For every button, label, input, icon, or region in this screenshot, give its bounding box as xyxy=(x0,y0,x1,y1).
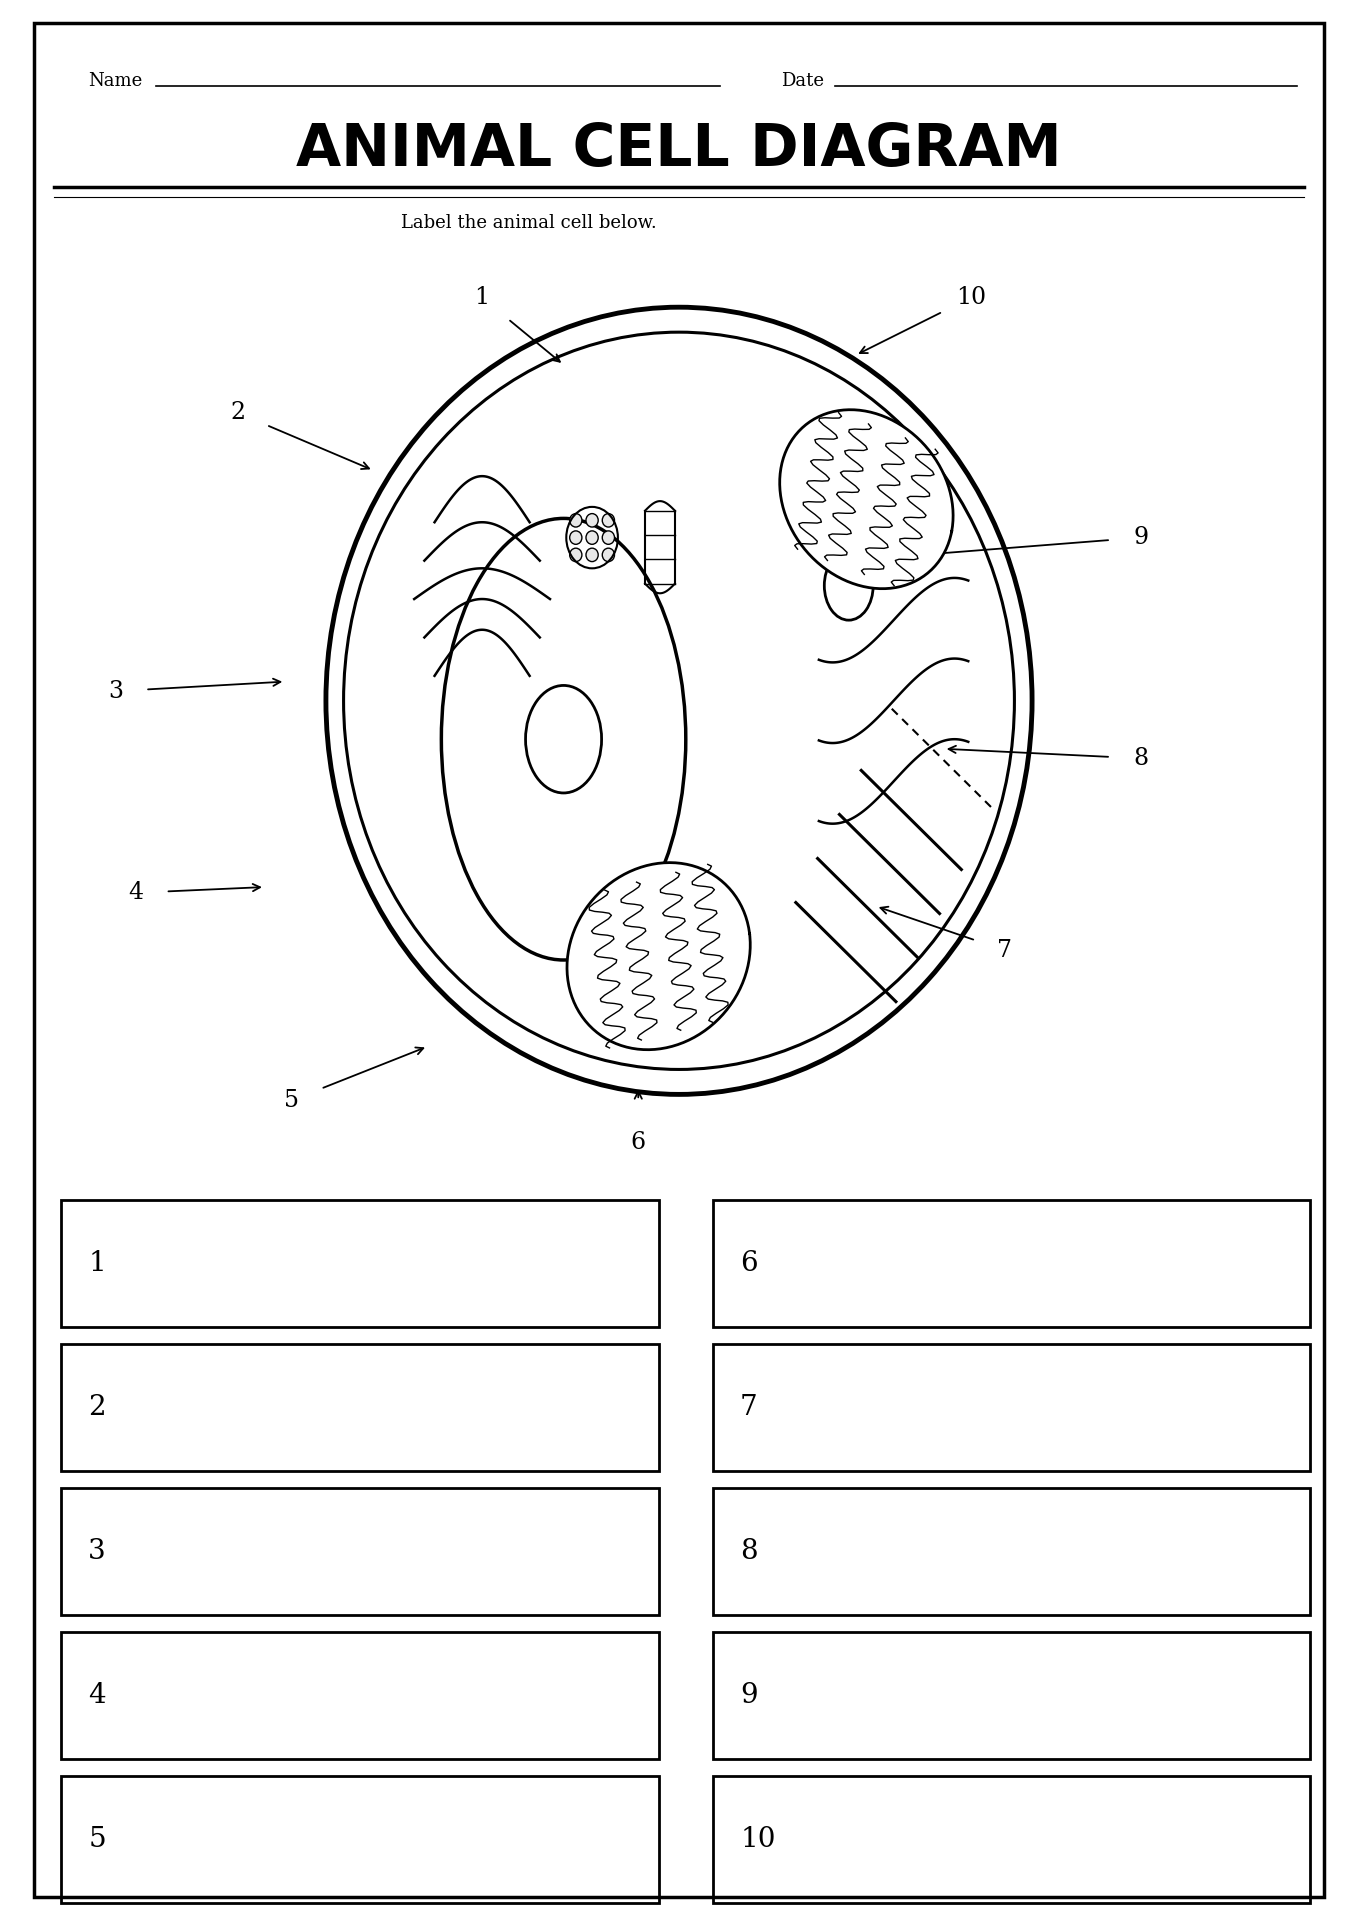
Ellipse shape xyxy=(587,513,599,526)
Bar xyxy=(61,1776,659,1903)
Polygon shape xyxy=(568,862,750,1050)
Ellipse shape xyxy=(603,549,615,563)
Text: 5: 5 xyxy=(88,1826,106,1853)
Text: 7: 7 xyxy=(740,1394,758,1421)
Text: 10: 10 xyxy=(740,1826,775,1853)
Bar xyxy=(61,1632,659,1759)
Bar xyxy=(713,1488,1310,1615)
Text: 1: 1 xyxy=(88,1250,106,1277)
Circle shape xyxy=(824,551,873,620)
Text: Label the animal cell below.: Label the animal cell below. xyxy=(401,213,656,232)
Text: 6: 6 xyxy=(630,1131,646,1154)
Text: Date: Date xyxy=(781,71,824,90)
Ellipse shape xyxy=(570,532,581,545)
Text: 4: 4 xyxy=(88,1682,106,1709)
Ellipse shape xyxy=(587,549,599,563)
Text: 7: 7 xyxy=(997,939,1013,962)
Ellipse shape xyxy=(570,513,581,526)
Text: 5: 5 xyxy=(284,1089,300,1112)
Text: 10: 10 xyxy=(956,286,986,309)
Bar xyxy=(713,1200,1310,1327)
Ellipse shape xyxy=(441,518,686,960)
Bar xyxy=(713,1344,1310,1471)
Text: 3: 3 xyxy=(88,1538,106,1565)
Ellipse shape xyxy=(570,549,581,563)
Polygon shape xyxy=(779,409,953,589)
Ellipse shape xyxy=(603,513,615,526)
Text: 2: 2 xyxy=(230,401,246,424)
Text: 9: 9 xyxy=(1133,526,1149,549)
Bar xyxy=(713,1632,1310,1759)
Ellipse shape xyxy=(326,307,1032,1094)
Text: 4: 4 xyxy=(128,881,144,904)
Text: 1: 1 xyxy=(474,286,490,309)
Text: 3: 3 xyxy=(107,680,124,703)
Circle shape xyxy=(526,685,602,793)
Text: ANIMAL CELL DIAGRAM: ANIMAL CELL DIAGRAM xyxy=(296,121,1062,179)
Text: 9: 9 xyxy=(740,1682,758,1709)
Text: 8: 8 xyxy=(740,1538,758,1565)
Text: 6: 6 xyxy=(740,1250,758,1277)
Bar xyxy=(61,1200,659,1327)
Ellipse shape xyxy=(603,532,615,545)
Bar xyxy=(61,1488,659,1615)
Text: 8: 8 xyxy=(1133,747,1149,770)
Text: Name: Name xyxy=(88,71,143,90)
Text: 2: 2 xyxy=(88,1394,106,1421)
Bar xyxy=(61,1344,659,1471)
Ellipse shape xyxy=(587,532,599,545)
Bar xyxy=(713,1776,1310,1903)
